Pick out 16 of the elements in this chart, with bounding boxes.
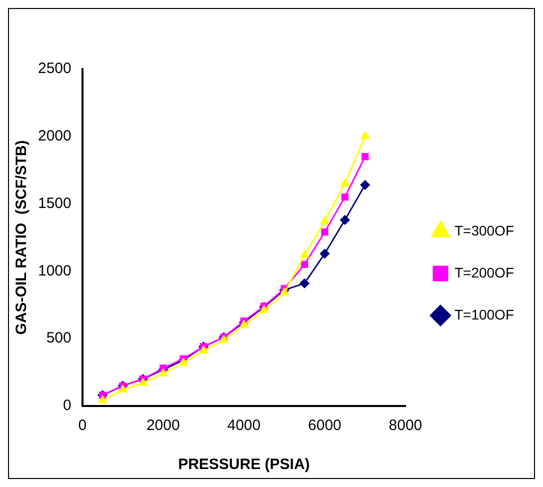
- x-tick-label: 6000: [308, 417, 342, 434]
- x-axis-title: PRESSURE (PSIA): [178, 456, 310, 474]
- y-tick-label: 2000: [38, 128, 72, 145]
- legend-label: T=300OF: [454, 222, 514, 238]
- y-axis-title: GAS-OIL RATIO (SCF/STB): [13, 140, 30, 335]
- y-tick-label: 1500: [38, 194, 72, 212]
- x-tick-label: 4000: [227, 417, 261, 434]
- x-tick-label: 2000: [146, 417, 180, 434]
- legend-label: T=100OF: [454, 306, 514, 322]
- y-tick-label: 1000: [38, 262, 72, 280]
- y-tick-label: 2500: [38, 60, 72, 78]
- y-tick-label: 500: [46, 330, 72, 347]
- x-tick-label: 8000: [388, 417, 422, 434]
- x-tick-label: 0: [78, 417, 87, 434]
- y-tick-label: 0: [63, 397, 72, 414]
- legend-label: T=200OF: [454, 264, 514, 280]
